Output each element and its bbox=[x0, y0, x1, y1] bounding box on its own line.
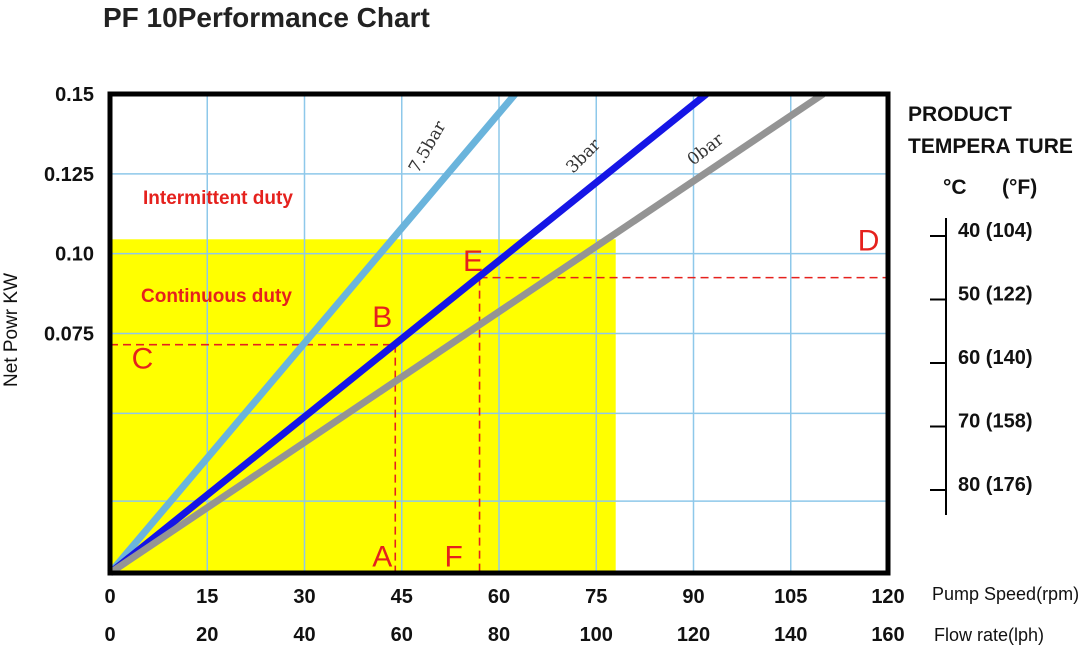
x-tick-label: 90 bbox=[682, 586, 704, 608]
y-tick-label: 0.125 bbox=[44, 164, 94, 186]
series-line-7.5bar bbox=[107, 91, 518, 576]
y-tick-label: 0.075 bbox=[44, 324, 94, 346]
x2-axis-label: Flow rate(lph) bbox=[934, 625, 1044, 645]
point-label-C: C bbox=[132, 343, 154, 376]
series-lines bbox=[107, 91, 826, 576]
x2-tick-label: 100 bbox=[580, 624, 613, 646]
x-tick-label: 105 bbox=[774, 586, 807, 608]
x2-tick-label: 20 bbox=[196, 624, 218, 646]
plot-border bbox=[107, 91, 891, 576]
intermittent-duty-label: Intermittent duty bbox=[143, 188, 293, 209]
axis-ticks: 0 15 30 45 60 75 90 105 120 0 20 40 60 80 100 120 140 160… bbox=[44, 84, 905, 646]
temperature-tick-label: 50 (122) bbox=[958, 284, 1033, 306]
plot-frame bbox=[107, 91, 891, 576]
x2-tick-label: 160 bbox=[871, 624, 904, 646]
series-line-0bar bbox=[108, 91, 826, 576]
x2-tick-label: 40 bbox=[293, 624, 315, 646]
point-label-D: D bbox=[858, 224, 880, 257]
x-axis-label: Pump Speed(rpm) bbox=[932, 584, 1079, 604]
x-tick-label: 15 bbox=[196, 586, 218, 608]
point-label-A: A bbox=[372, 541, 392, 574]
series-line-3bar bbox=[107, 91, 709, 576]
point-label-B: B bbox=[372, 301, 392, 334]
temperature-title: PRODUCT bbox=[908, 103, 1012, 126]
temperature-title: TEMPERA TURE bbox=[908, 135, 1073, 158]
y-tick-label: 0.15 bbox=[55, 84, 94, 106]
x2-tick-label: 140 bbox=[774, 624, 807, 646]
temperature-tick-label: 60 (140) bbox=[958, 347, 1033, 369]
point-label-F: F bbox=[444, 541, 462, 574]
continuous-duty-label: Continuous duty bbox=[141, 286, 292, 307]
grid bbox=[110, 94, 888, 573]
temperature-scale: PRODUCT TEMPERA TURE °C (°F) 40 (104) 50 (122… bbox=[908, 103, 1073, 515]
temperature-unit-c: °C bbox=[943, 176, 967, 199]
x2-tick-label: 80 bbox=[488, 624, 510, 646]
x-tick-label: 0 bbox=[104, 586, 115, 608]
y-axis-label: Net Powr KW bbox=[1, 273, 22, 387]
x2-tick-label: 60 bbox=[391, 624, 413, 646]
x-tick-label: 60 bbox=[488, 586, 510, 608]
x-tick-label: 120 bbox=[871, 586, 904, 608]
chart-title: PF 10Performance Chart bbox=[103, 2, 430, 33]
point-label-E: E bbox=[463, 245, 483, 278]
temperature-tick-label: 70 (158) bbox=[958, 411, 1033, 433]
x-tick-label: 45 bbox=[391, 586, 413, 608]
temperature-tick-label: 40 (104) bbox=[958, 220, 1033, 242]
x-tick-label: 30 bbox=[293, 586, 315, 608]
temperature-tick-label: 80 (176) bbox=[958, 474, 1033, 496]
x-tick-label: 75 bbox=[585, 586, 607, 608]
x2-tick-label: 0 bbox=[104, 624, 115, 646]
temperature-unit-f: (°F) bbox=[1002, 176, 1037, 199]
x2-tick-label: 120 bbox=[677, 624, 710, 646]
y-tick-label: 0.10 bbox=[55, 244, 94, 266]
